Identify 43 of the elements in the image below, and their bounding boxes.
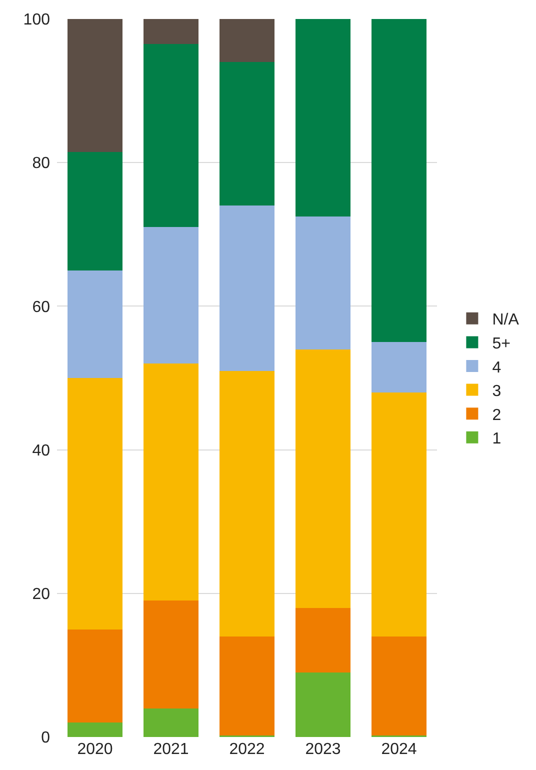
x-tick-label: 2023 xyxy=(305,741,341,758)
bar xyxy=(144,364,198,601)
bar xyxy=(144,19,198,44)
bar xyxy=(296,608,350,672)
bar xyxy=(220,62,274,206)
bar xyxy=(68,19,122,152)
bar xyxy=(372,19,426,342)
x-tick-label: 2024 xyxy=(381,741,417,758)
bar xyxy=(296,349,350,608)
bar xyxy=(372,342,426,392)
y-tick-label: 100 xyxy=(23,12,50,29)
legend-label: 4 xyxy=(492,359,502,376)
bar xyxy=(68,270,122,378)
legend-label: N/A xyxy=(492,312,520,329)
bar xyxy=(144,708,198,737)
bar xyxy=(144,600,198,708)
bar xyxy=(220,19,274,62)
y-tick-label: 80 xyxy=(32,155,50,172)
bar xyxy=(68,152,122,270)
legend-label: 3 xyxy=(492,383,502,400)
bar xyxy=(296,216,350,350)
bar xyxy=(68,722,122,737)
bar xyxy=(68,629,122,723)
bar xyxy=(144,227,198,364)
y-tick-label: 20 xyxy=(32,586,50,603)
bar xyxy=(372,392,426,636)
bar xyxy=(296,19,350,216)
y-tick-label: 0 xyxy=(41,730,50,747)
bar xyxy=(220,636,274,736)
bar xyxy=(296,672,350,737)
legend-label: 2 xyxy=(492,406,502,424)
bar xyxy=(68,378,122,630)
y-tick-label: 60 xyxy=(32,298,50,316)
x-tick-label: 2022 xyxy=(229,741,265,758)
bar xyxy=(220,206,274,371)
bar xyxy=(144,44,198,228)
legend-label: 1 xyxy=(492,430,502,448)
bar xyxy=(220,370,274,636)
x-tick-label: 2021 xyxy=(153,741,189,758)
y-tick-label: 40 xyxy=(32,442,50,460)
bar xyxy=(372,636,426,736)
x-tick-label: 2020 xyxy=(77,741,113,758)
legend-label: 5+ xyxy=(492,335,510,352)
